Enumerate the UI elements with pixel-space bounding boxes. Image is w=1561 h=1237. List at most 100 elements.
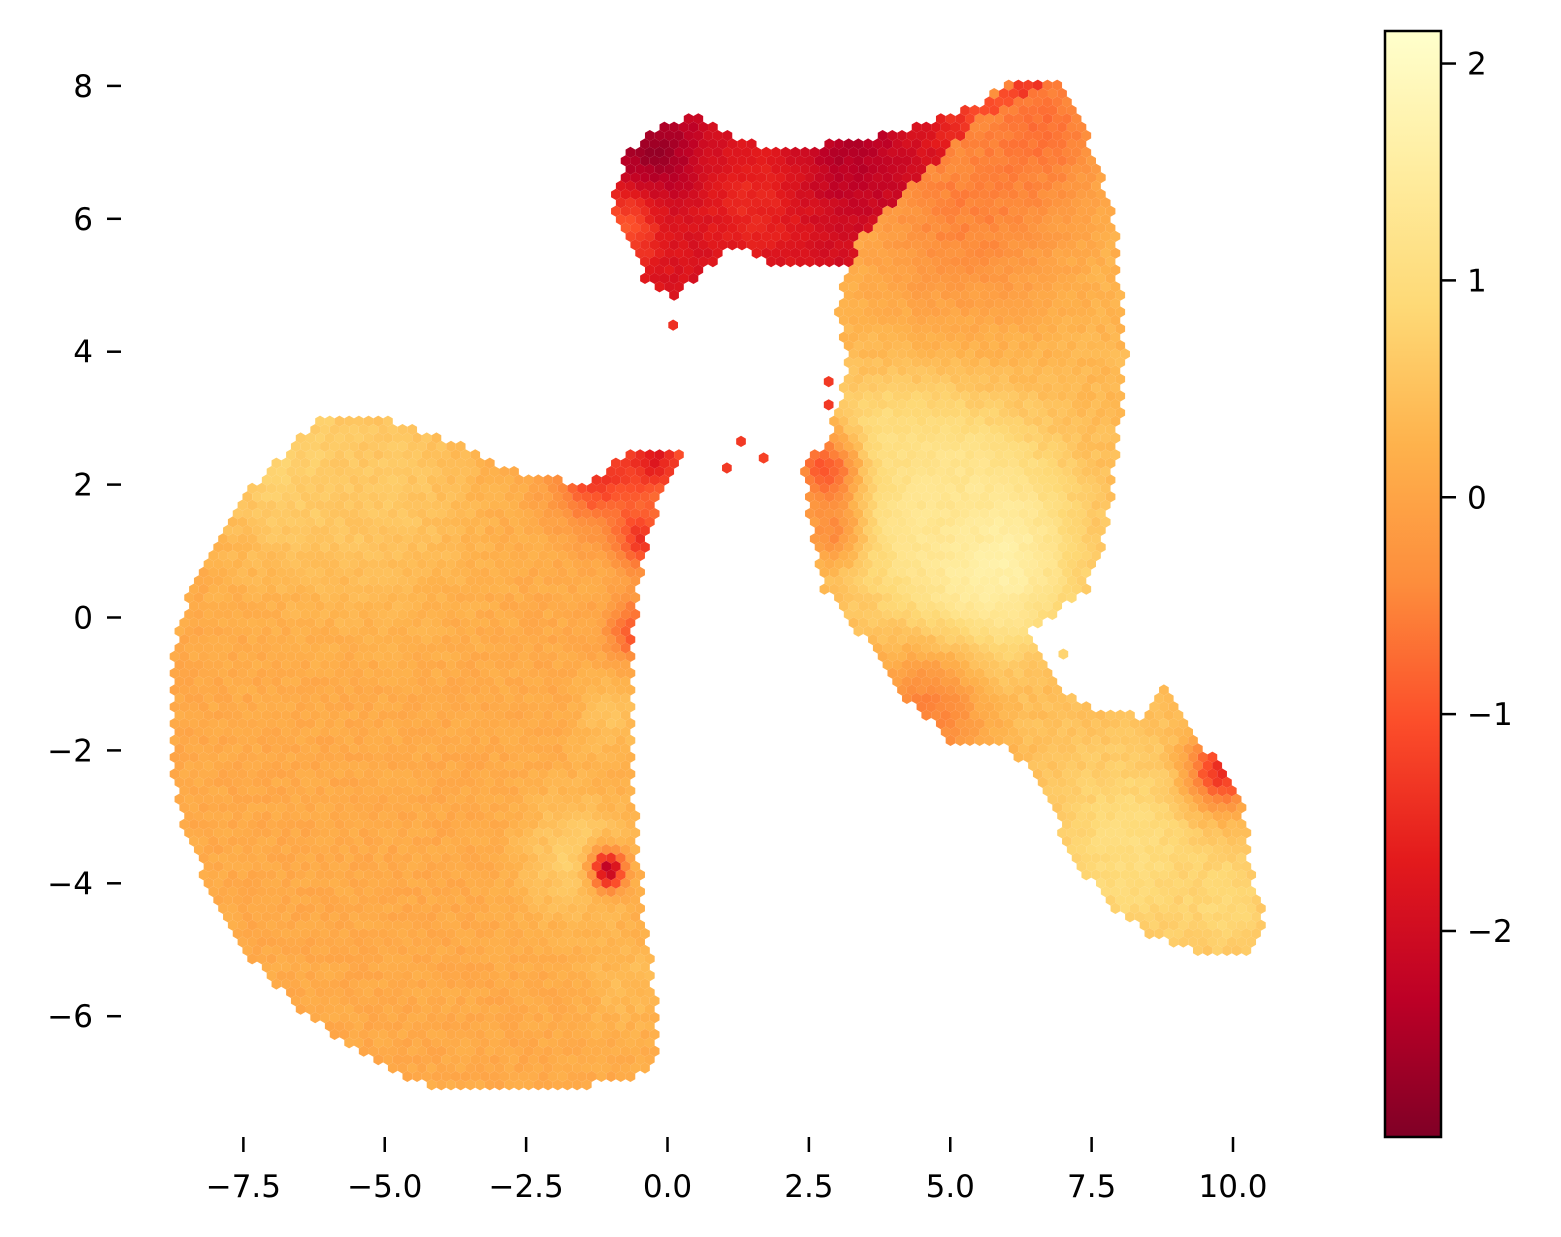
hexbin-cell-top: [615, 197, 626, 209]
hexbin-cell-right: [969, 407, 980, 419]
hexbin-cell-top: [669, 222, 679, 234]
hexbin-cell-right: [979, 323, 990, 335]
hexbin-cell-right: [935, 415, 946, 427]
hexbin-cell-top: [838, 214, 849, 226]
hexbin-cell-right: [863, 272, 873, 284]
hexbin-cell-right: [1086, 272, 1096, 284]
hexbin-cell-right: [1023, 298, 1033, 310]
hexbin-cell-right: [999, 373, 1009, 385]
hexbin-cell-top: [674, 146, 684, 158]
hexbin-cell-right: [1086, 323, 1096, 335]
hexbin-cell-right: [1071, 382, 1082, 394]
hexbin-cell-right: [1100, 281, 1111, 293]
hexbin-cell-right: [902, 356, 912, 368]
hexbin-cell-right: [1062, 281, 1072, 293]
hexbin-cell-right: [1052, 163, 1063, 175]
hexbin-cell-right: [1076, 121, 1087, 133]
hexbin-cell-right: [1110, 230, 1121, 242]
hexbin-cell-right: [921, 256, 932, 268]
hexbin-cell-right: [935, 432, 946, 444]
hexbin-cell-top: [838, 197, 849, 209]
hexbin-cell-right: [1042, 398, 1053, 410]
hexbin-cell-right: [994, 382, 1004, 394]
hexbin-cell-top: [674, 180, 684, 192]
hexbin-cell-top: [843, 256, 854, 268]
hexbin-cell-right: [1013, 382, 1024, 394]
hexbin-cell-right: [926, 365, 936, 377]
hexbin-cell-right: [989, 138, 1000, 150]
hexbin-cell-right: [1008, 306, 1019, 318]
hexbin-cell-right: [848, 264, 859, 276]
hexbin-cell-right: [1047, 138, 1058, 150]
hexbin-cell-left: [349, 424, 359, 436]
hexbin-cell-right: [1052, 96, 1063, 108]
hexbin-cell-right: [1081, 382, 1092, 394]
hexbin-cell-right: [1081, 163, 1092, 175]
hexbin-cell-top: [906, 146, 917, 158]
hexbin-cell-right: [1091, 197, 1101, 209]
hexbin-cell-right: [848, 432, 859, 444]
hexbin-cell-right: [960, 373, 970, 385]
hexbin-cell-right: [945, 432, 956, 444]
hexbin-cell-top: [809, 163, 820, 175]
hexbin-cell-top: [659, 155, 670, 167]
hexbin-cell-right: [863, 407, 873, 419]
hexbin-cell-right: [984, 382, 995, 394]
hexbin-cell-right: [935, 365, 946, 377]
hexbin-cell-right: [1105, 205, 1116, 217]
hexbin-cell-right: [1018, 188, 1029, 200]
hexbin-cell-top: [659, 188, 670, 200]
hexbin-cell-right: [863, 356, 873, 368]
hexbin-cell-right: [955, 247, 966, 259]
hexbin-cell-right: [887, 449, 898, 461]
hexbin-cell-right: [1076, 440, 1087, 452]
hexbin-cell-right: [1086, 407, 1096, 419]
hexbin-cell-right: [1003, 230, 1014, 242]
hexbin-cell-top: [834, 188, 844, 200]
hexbin-cell-top: [785, 188, 796, 200]
hexbin-cell-right: [1018, 256, 1029, 268]
hexbin-cell-right: [838, 298, 849, 310]
hexbin-cell-right: [1057, 222, 1067, 234]
hexbin-cell-top: [814, 188, 825, 200]
hexbin-cell-top: [625, 214, 636, 226]
hexbin-cell-right: [1023, 180, 1033, 192]
hexbin-cell-top: [737, 138, 747, 150]
hexbin-cell-right: [969, 356, 980, 368]
hexbin-cell-right: [1013, 163, 1024, 175]
hexbin-cell-right: [1066, 172, 1077, 184]
hexbin-cell-top: [703, 197, 713, 209]
hexbin-cell-left: [290, 457, 301, 469]
hexbin-cell-right: [1003, 146, 1014, 158]
hexbin-cell-top: [800, 247, 810, 259]
hexbin-cell-right: [906, 230, 917, 242]
hexbin-cell-right: [1062, 398, 1072, 410]
hexbin-cell-top: [761, 214, 772, 226]
hexbin-cell-top: [746, 188, 757, 200]
hexbin-cell-right: [969, 138, 980, 150]
hexbin-cell-top: [834, 205, 844, 217]
hexbin-cell-right: [882, 407, 893, 419]
hexbin-cell-top: [712, 180, 723, 192]
hexbin-cell-right: [805, 457, 815, 469]
hexbin-cell-right: [887, 348, 898, 360]
hexbin-cell-right: [1071, 432, 1082, 444]
hexbin-cell-right: [1032, 331, 1043, 343]
hexbin-cell-right: [940, 239, 951, 251]
hexbin-cell-right: [955, 314, 966, 326]
hexbin-cell-right: [1042, 449, 1053, 461]
hexbin-cell-right: [950, 188, 961, 200]
hexbin-cell-right: [1047, 356, 1058, 368]
hexbin-cell-right: [1028, 222, 1038, 234]
hexbin-cell-top: [722, 180, 733, 192]
hexbin-cell-right: [1091, 432, 1101, 444]
hexbin-cell-right: [877, 415, 888, 427]
hexbin-cell-right: [1071, 247, 1082, 259]
hexbin-cell-right: [989, 256, 1000, 268]
hexbin-cell-top: [698, 155, 709, 167]
hexbin-cell-right: [974, 113, 985, 125]
hexbin-cell-right: [1096, 390, 1106, 402]
hexbin-cell-right: [887, 382, 898, 394]
hexbin-cell-top: [717, 188, 728, 200]
hexbin-cell-right: [872, 373, 883, 385]
